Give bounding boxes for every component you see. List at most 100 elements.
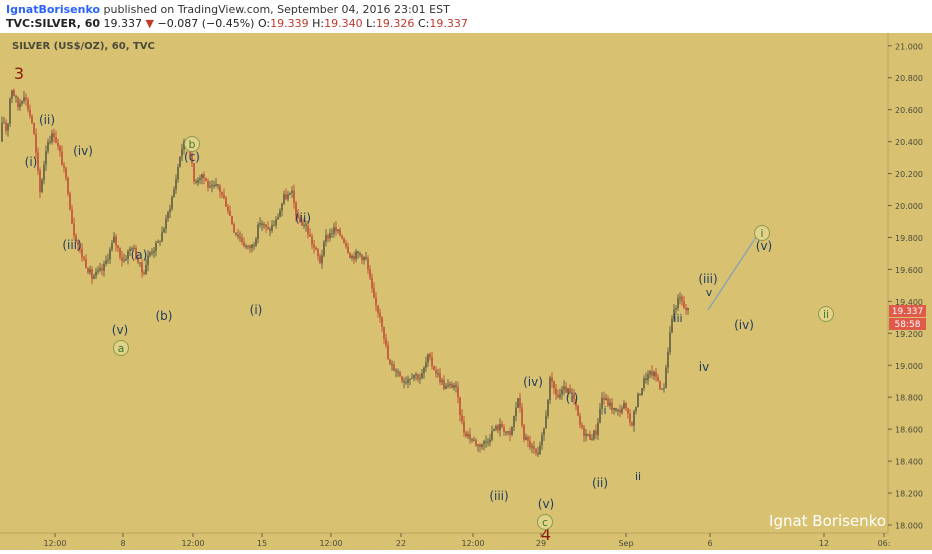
candle-body	[599, 408, 601, 423]
candle-body	[621, 408, 623, 413]
candle-body	[307, 226, 309, 235]
candle-body	[459, 397, 461, 416]
candle-body	[655, 371, 657, 378]
candle-body	[475, 440, 477, 446]
candle-body	[565, 386, 567, 393]
candle-body	[605, 398, 607, 400]
candle-body	[503, 427, 505, 432]
plot-background[interactable]	[0, 33, 888, 533]
wave-label: 4	[541, 525, 551, 544]
candle-body	[407, 379, 409, 383]
candle-body	[641, 388, 643, 395]
candle-body	[421, 373, 423, 379]
wave-label: 3	[14, 64, 24, 83]
candle-body	[347, 246, 349, 254]
x-tick-label: 12:00	[181, 539, 204, 548]
candle-body	[507, 431, 509, 433]
candle-body	[315, 247, 317, 250]
candle-body	[379, 312, 381, 318]
y-tick-label: 19.800	[895, 234, 923, 243]
time-axis[interactable]	[0, 533, 888, 550]
candle-body	[199, 178, 201, 181]
candle-body	[155, 242, 157, 251]
candle-body	[147, 255, 149, 266]
y-axis-ticks: 21.000 20.800 20.600 20.400 20.200 20.000 19.8…	[888, 42, 923, 531]
y-tick-label: 19.400	[895, 298, 923, 307]
candle-body	[611, 402, 613, 410]
candle-body	[681, 296, 683, 302]
circle-label-ring	[818, 306, 834, 322]
candle-body	[47, 142, 49, 152]
candle-body	[207, 181, 209, 188]
candle-body	[377, 305, 379, 313]
candle-body	[687, 308, 689, 311]
candle-body	[461, 415, 463, 422]
candle-body	[3, 122, 5, 124]
candle-body	[457, 386, 459, 398]
candle-body	[355, 251, 357, 260]
chart-area[interactable]: 21.000 20.800 20.600 20.400 20.200 20.000 19.8…	[0, 33, 932, 550]
candle-body	[265, 224, 267, 227]
candle-body	[485, 441, 487, 443]
candle-body	[175, 179, 177, 190]
candle-body	[545, 415, 547, 429]
candle-body	[349, 253, 351, 259]
candle-body	[615, 408, 617, 411]
candle-body	[19, 103, 21, 108]
candle-body	[141, 262, 143, 273]
candle-body	[595, 430, 597, 436]
candle-body	[441, 380, 443, 382]
candle-body	[589, 434, 591, 440]
candle-body	[243, 242, 245, 247]
price-axis[interactable]	[888, 33, 932, 550]
x-tick-label: 12:00	[319, 539, 342, 548]
candle-body	[107, 259, 109, 261]
candle-body	[289, 192, 291, 195]
candle-body	[327, 235, 329, 239]
countdown-badge-text: 58:58	[895, 320, 921, 330]
candle-body	[197, 180, 199, 183]
wave-label: (iii)	[698, 272, 717, 286]
candle-body	[619, 410, 621, 413]
candle-body	[249, 245, 251, 249]
price-chart[interactable]: 21.000 20.800 20.600 20.400 20.200 20.000 19.8…	[0, 33, 932, 550]
candle-body	[125, 259, 127, 261]
candle-body	[591, 438, 593, 440]
candle-body	[399, 372, 401, 377]
candle-body	[643, 378, 645, 389]
candle-body	[501, 423, 503, 428]
author-link[interactable]: IgnatBorisenko	[6, 3, 101, 16]
x-tick-label: 15	[257, 539, 267, 548]
candle-body	[553, 381, 555, 389]
candle-body	[367, 258, 369, 270]
candle-body	[295, 202, 297, 216]
candle-body	[583, 427, 585, 436]
y-tick-label: 20.200	[895, 170, 923, 179]
candle-body	[219, 185, 221, 193]
candle-body	[303, 224, 305, 226]
wave-label: (ii)	[295, 211, 311, 225]
candle-body	[239, 236, 241, 238]
watermark: Ignat Borisenko	[769, 512, 886, 530]
candle-body	[427, 354, 429, 363]
candle-body	[529, 440, 531, 448]
candle-body	[85, 259, 87, 269]
candle-body	[229, 211, 231, 216]
wave-label: i	[603, 404, 606, 417]
candle-body	[557, 394, 559, 398]
candle-body	[173, 189, 175, 198]
candle-body	[73, 223, 75, 236]
candle-body	[657, 377, 659, 382]
candle-body	[87, 268, 89, 273]
candle-body	[573, 393, 575, 400]
candle-body	[519, 398, 521, 408]
candle-body	[551, 377, 553, 382]
candle-body	[159, 240, 161, 242]
candle-body	[567, 388, 569, 393]
x-tick-label: 29	[536, 539, 546, 548]
candle-body	[417, 374, 419, 380]
candle-body	[313, 244, 315, 248]
wave-label: iii	[673, 312, 682, 325]
candle-body	[353, 255, 355, 260]
